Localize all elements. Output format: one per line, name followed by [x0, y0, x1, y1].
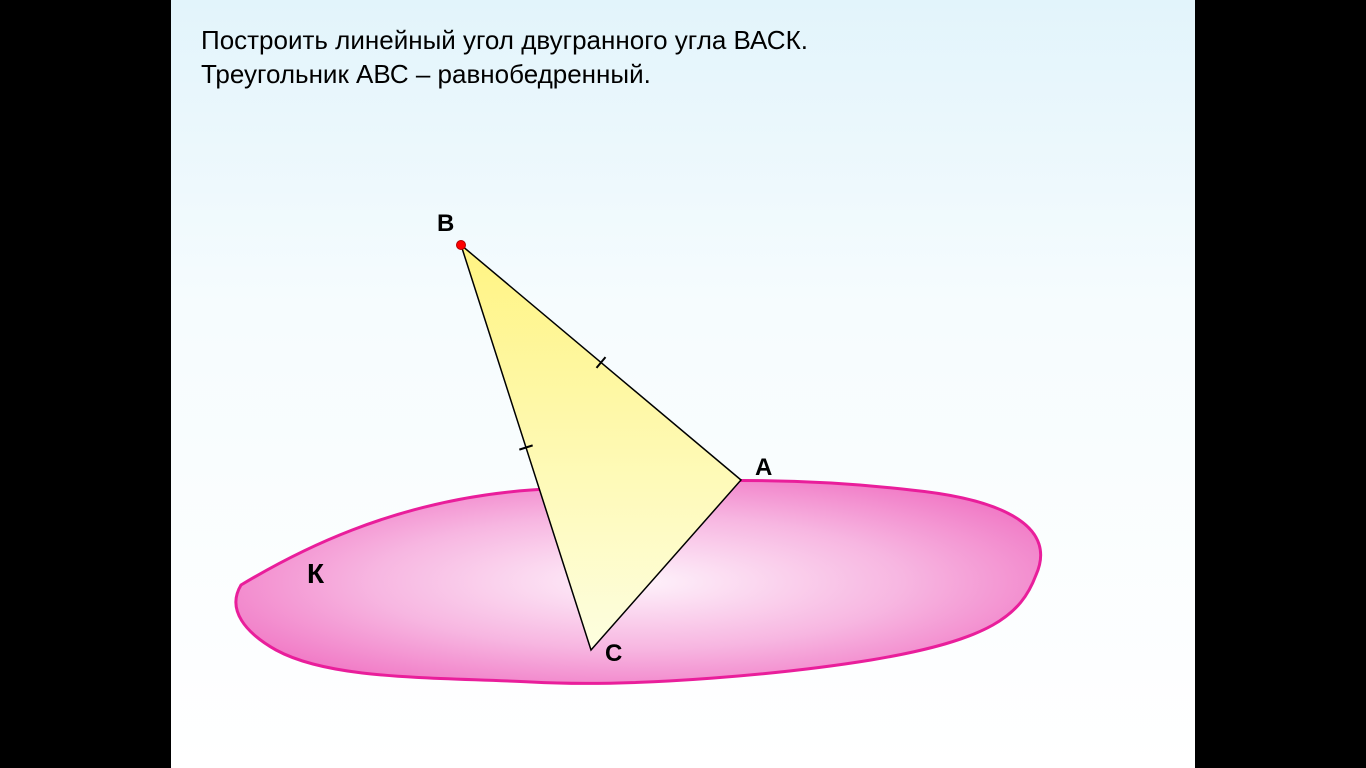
vertex-b-dot [457, 241, 466, 250]
label-b: В [437, 210, 454, 238]
label-k: К [307, 558, 324, 590]
label-c: С [605, 640, 622, 668]
geometry-slide: Построить линейный угол двугранного угла… [171, 0, 1195, 768]
label-a: А [755, 454, 772, 482]
geometry-figure [171, 0, 1195, 768]
